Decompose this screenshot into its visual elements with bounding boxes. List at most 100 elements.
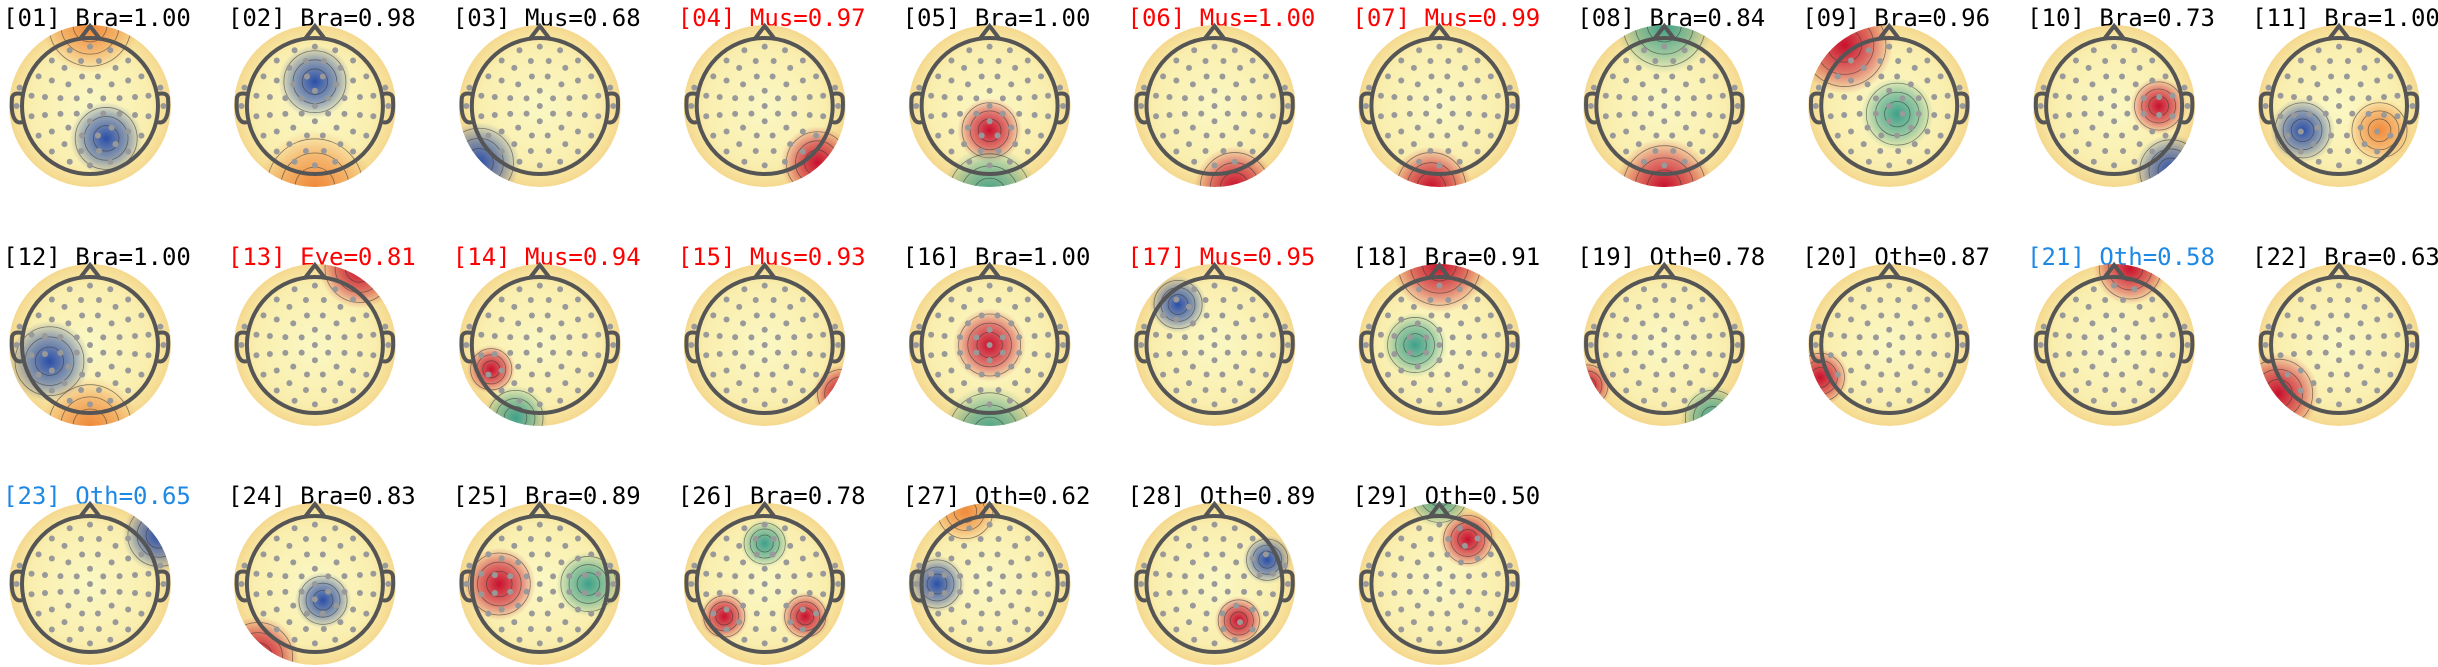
electrode	[1141, 323, 1148, 330]
electrode	[2124, 349, 2131, 356]
electrode	[363, 371, 370, 378]
electrode	[491, 111, 498, 118]
electrode	[806, 111, 813, 118]
electrode	[2089, 363, 2096, 370]
electrode	[1834, 73, 1841, 80]
electrode	[1590, 84, 1597, 91]
electrode	[761, 87, 768, 94]
electrode	[1458, 363, 1465, 370]
electrode	[2284, 73, 2291, 80]
electrode	[1024, 148, 1031, 155]
ear-left	[1134, 91, 1148, 125]
electrode	[1366, 562, 1373, 569]
electrode	[753, 610, 760, 617]
electrode	[1944, 113, 1951, 120]
electrode	[1445, 148, 1452, 155]
electrode	[95, 387, 102, 394]
electrode	[1423, 334, 1430, 341]
electrode	[94, 132, 101, 139]
electrode	[1231, 636, 1238, 643]
ear-right	[2181, 91, 2195, 125]
electrode	[748, 334, 755, 341]
electrode	[48, 387, 55, 394]
electrode	[260, 312, 267, 319]
electrode	[1160, 551, 1167, 558]
electrode	[87, 326, 93, 333]
electrode	[491, 572, 498, 579]
electrode	[964, 559, 971, 566]
electrode	[753, 312, 760, 319]
electrode	[1284, 342, 1291, 348]
electrode	[1166, 333, 1173, 340]
electrode	[319, 610, 326, 617]
contour	[1583, 376, 1597, 395]
electrode	[710, 312, 717, 319]
electrode	[1284, 103, 1291, 109]
electrode	[95, 57, 102, 64]
activity-blob	[1860, 77, 1934, 151]
electrode	[1016, 110, 1023, 117]
electrode	[1686, 380, 1693, 387]
electrode	[2072, 367, 2079, 374]
ear-right	[2181, 330, 2195, 364]
contour	[1646, 25, 1682, 43]
electrode	[1856, 349, 1863, 356]
electrode	[2120, 148, 2127, 155]
electrode	[1445, 535, 1452, 542]
ear-right	[157, 330, 171, 364]
electrode	[557, 525, 564, 532]
electrode	[1931, 350, 1938, 357]
electrode	[478, 331, 485, 338]
electrode	[2394, 113, 2401, 120]
electrode	[1211, 326, 1218, 333]
electrode	[1944, 352, 1951, 359]
electrode	[1166, 589, 1173, 596]
electrode	[1474, 57, 1481, 64]
electrode	[1281, 562, 1288, 569]
electrode	[2336, 87, 2342, 94]
electrode	[260, 610, 267, 617]
electrode	[57, 573, 64, 580]
electrode	[78, 296, 85, 303]
electrode	[813, 312, 820, 319]
electrode	[2111, 326, 2118, 333]
electrode	[1635, 64, 1642, 71]
electrode	[1249, 387, 1256, 394]
electrode	[774, 334, 781, 341]
electrode	[732, 349, 739, 356]
electrode	[1416, 397, 1423, 404]
electrode	[1924, 148, 1931, 155]
ear-left	[2258, 91, 2272, 125]
electrode	[1886, 162, 1893, 169]
electrode	[1907, 124, 1914, 131]
electrode	[1414, 81, 1421, 88]
electrode	[986, 326, 993, 333]
electrode	[320, 148, 327, 155]
electrode	[2374, 128, 2381, 135]
electrode	[1203, 371, 1210, 378]
activity-blob	[1439, 511, 1497, 568]
electrode	[100, 588, 107, 595]
electrode	[1509, 581, 1516, 587]
electrode	[978, 551, 985, 558]
ear-right	[607, 91, 621, 125]
electrode	[87, 162, 93, 169]
electrode	[2406, 323, 2413, 330]
electrode	[1445, 296, 1452, 303]
electrode	[544, 73, 551, 80]
contour	[1387, 317, 1444, 373]
ear-right	[1056, 91, 1070, 125]
electrode	[1699, 148, 1706, 155]
electrode	[1038, 551, 1045, 558]
electrode	[1198, 110, 1205, 117]
electrode	[2124, 110, 2131, 117]
electrode	[1138, 581, 1145, 587]
electrode	[1481, 333, 1488, 340]
electrode	[57, 588, 64, 595]
electrode	[291, 47, 298, 54]
electrode	[516, 47, 523, 54]
electrode	[957, 588, 964, 595]
activity-blob	[41, 25, 139, 74]
electrode	[107, 636, 114, 643]
electrode	[994, 610, 1001, 617]
